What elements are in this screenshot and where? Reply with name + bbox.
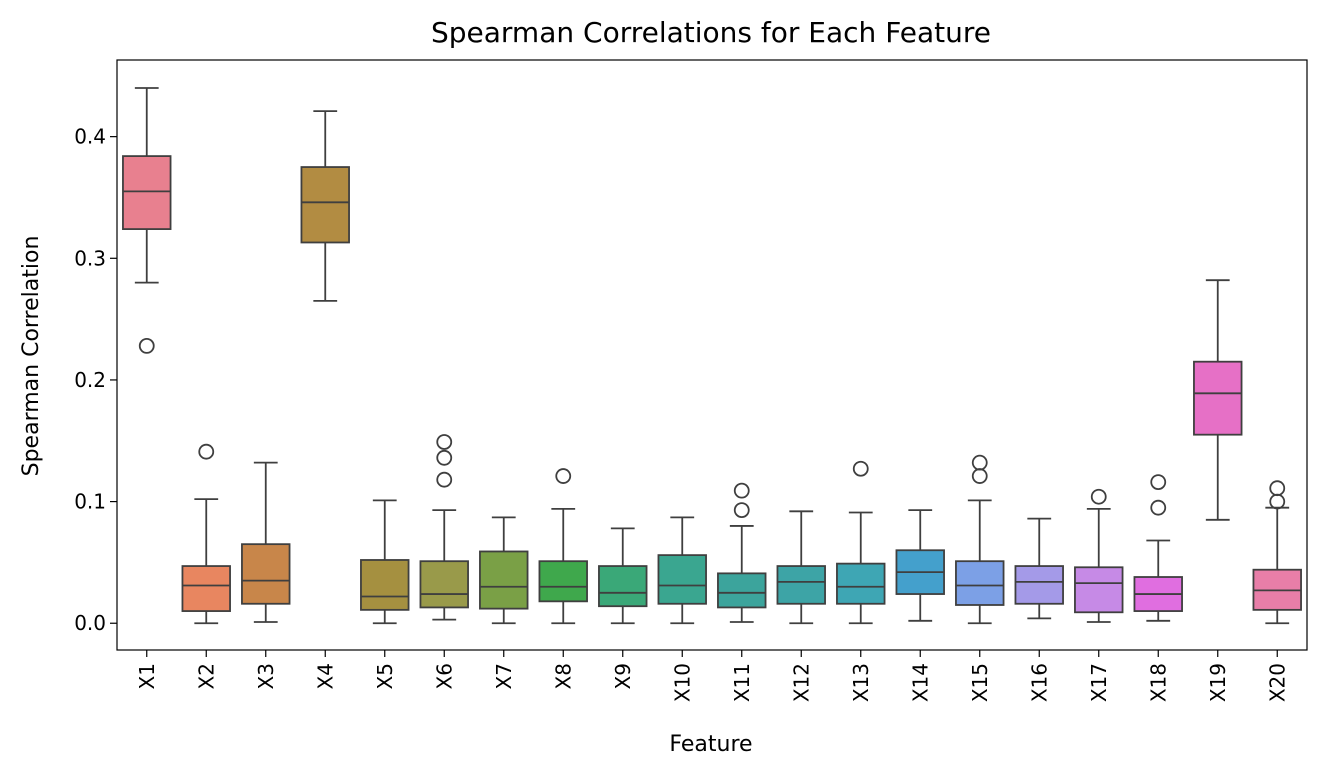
x-tick-label: X7 — [492, 663, 516, 689]
box-x19 — [1193, 279, 1243, 521]
outlier-point — [1150, 499, 1167, 516]
iqr-box — [598, 565, 648, 608]
box-x2 — [181, 443, 231, 625]
x-tick-label: X13 — [849, 663, 873, 702]
x-tick-label: X2 — [194, 663, 218, 689]
iqr-box — [1074, 566, 1124, 614]
x-tick-label: X5 — [373, 663, 397, 689]
y-tick-label: 0.4 — [74, 125, 106, 149]
box-x9 — [598, 527, 648, 625]
x-tick-label: X19 — [1206, 663, 1230, 702]
iqr-box — [955, 560, 1005, 606]
box-x1 — [122, 87, 172, 354]
outlier-point — [733, 482, 750, 499]
x-tick-label: X1 — [135, 663, 159, 689]
outlier-point — [1150, 474, 1167, 491]
box-x3 — [241, 461, 291, 623]
x-tick-label: X12 — [789, 663, 813, 702]
y-tick-label: 0.1 — [74, 490, 106, 514]
iqr-box — [717, 572, 767, 609]
box-x11 — [717, 482, 767, 623]
plot-frame — [116, 59, 1308, 651]
y-tick-label: 0.0 — [74, 611, 106, 635]
box-x13 — [836, 460, 886, 625]
iqr-box — [300, 166, 350, 244]
box-x5 — [360, 499, 410, 625]
outlier-point — [436, 434, 453, 450]
outlier-point — [733, 502, 750, 519]
iqr-box — [836, 562, 886, 605]
x-tick-label: X8 — [551, 663, 575, 689]
outlier-point — [971, 468, 988, 484]
x-tick-label: X4 — [313, 663, 337, 689]
outlier-point — [436, 471, 453, 488]
chart-title: Spearman Correlations for Each Feature — [431, 16, 991, 49]
x-tick-label: X14 — [908, 663, 932, 702]
iqr-box — [419, 560, 469, 609]
outlier-point — [555, 468, 572, 484]
x-tick-label: X11 — [730, 663, 754, 702]
box-x14 — [895, 509, 945, 622]
outlier-point — [971, 454, 988, 471]
box-x6 — [419, 434, 469, 621]
x-tick-label: X20 — [1265, 663, 1289, 702]
box-x18 — [1133, 474, 1183, 622]
box-x4 — [300, 110, 350, 302]
outlier-point — [138, 337, 155, 354]
iqr-box — [538, 560, 588, 603]
outlier-point — [436, 449, 453, 466]
x-axis: X1 X2 X3 X4 X5 X6 X7 X8 X9 X10 X11 X12 X13 X14 X15 X16 X… — [135, 650, 1289, 702]
box-x15 — [955, 454, 1005, 625]
iqr-box — [657, 554, 707, 605]
plot-area — [122, 87, 1302, 625]
outlier-point — [1269, 493, 1286, 510]
x-tick-label: X10 — [670, 663, 694, 702]
x-tick-label: X15 — [968, 663, 992, 702]
outlier-point — [1090, 488, 1107, 505]
x-tick-label: X18 — [1146, 663, 1170, 702]
x-axis-label: Feature — [669, 732, 752, 757]
iqr-box — [181, 565, 231, 612]
box-x10 — [657, 516, 707, 625]
x-tick-label: X3 — [254, 663, 278, 689]
x-tick-label: X6 — [432, 663, 456, 689]
y-axis: 0.0 0.1 0.2 0.3 0.4 — [74, 125, 117, 635]
box-x8 — [538, 468, 588, 625]
iqr-box — [776, 565, 826, 605]
iqr-box — [479, 550, 529, 610]
iqr-box — [1014, 565, 1064, 605]
y-axis-label: Spearman Correlation — [19, 236, 44, 477]
outlier-point — [1269, 480, 1286, 497]
x-tick-label: X16 — [1027, 663, 1051, 702]
iqr-box — [360, 559, 410, 611]
box-x16 — [1014, 517, 1064, 620]
outlier-point — [198, 443, 215, 460]
y-tick-label: 0.2 — [74, 368, 106, 392]
outlier-point — [852, 460, 869, 477]
box-x20 — [1252, 480, 1302, 625]
box-x12 — [776, 510, 826, 625]
iqr-box — [1193, 360, 1243, 436]
box-x17 — [1074, 488, 1124, 623]
y-tick-label: 0.3 — [74, 246, 106, 270]
iqr-box — [241, 543, 291, 605]
iqr-box — [122, 155, 172, 230]
box-x7 — [479, 516, 529, 625]
x-tick-label: X17 — [1087, 663, 1111, 702]
x-tick-label: X9 — [611, 663, 635, 689]
